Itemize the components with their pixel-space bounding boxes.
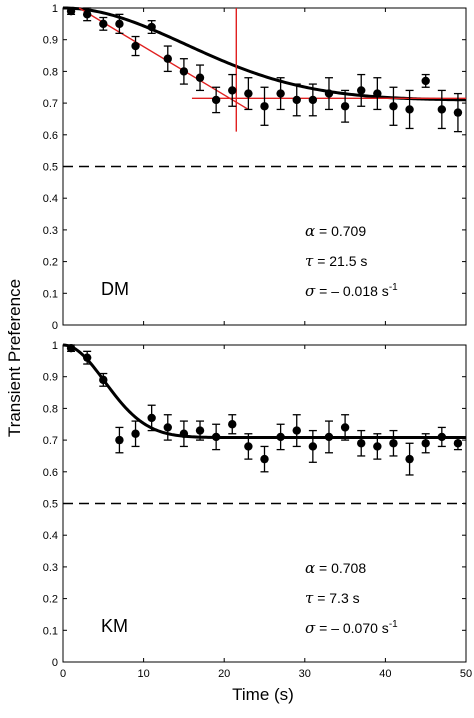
data-point bbox=[147, 413, 156, 423]
fit-parameter-label: τ = 7.3 s bbox=[305, 589, 360, 607]
x-tick-label: 30 bbox=[299, 668, 311, 680]
fit-parameter-label: τ = 21.5 s bbox=[305, 252, 367, 270]
data-point bbox=[340, 102, 350, 111]
y-tick-label: 0.2 bbox=[43, 257, 58, 269]
panel-label: DM bbox=[101, 279, 129, 299]
data-point bbox=[115, 19, 124, 29]
panel-km: 00.10.20.30.40.50.60.70.80.910 10 20 30 40 50… bbox=[43, 340, 472, 680]
data-point bbox=[228, 86, 237, 95]
y-tick-label: 1 bbox=[52, 340, 58, 352]
data-point bbox=[66, 6, 76, 16]
data-point bbox=[211, 432, 221, 442]
panel-label: KM bbox=[101, 616, 128, 636]
y-tick-label: 0.3 bbox=[43, 562, 58, 574]
y-tick-label: 0.4 bbox=[43, 530, 58, 542]
data-point bbox=[99, 19, 108, 29]
fit-parameter-label: σ = – 0.018 s-1 bbox=[305, 282, 398, 300]
data-point bbox=[437, 432, 447, 442]
y-tick-label: 0 bbox=[52, 657, 58, 669]
y-tick-label: 0 bbox=[52, 320, 58, 332]
y-tick-label: 0.6 bbox=[43, 467, 58, 479]
y-tick-label: 0.8 bbox=[43, 403, 58, 415]
data-point bbox=[453, 439, 463, 448]
data-point bbox=[131, 429, 140, 438]
data-point bbox=[147, 22, 156, 32]
y-tick-label: 0.6 bbox=[43, 130, 58, 142]
fit-curve bbox=[62, 343, 466, 440]
data-point bbox=[260, 454, 269, 464]
fit-parameter-label: α = 0.709 bbox=[305, 222, 366, 240]
data-point bbox=[421, 439, 430, 448]
data-point bbox=[260, 102, 269, 111]
y-tick-label: 0.1 bbox=[43, 625, 58, 637]
data-point bbox=[437, 105, 447, 114]
data-point bbox=[357, 439, 366, 448]
data-point bbox=[308, 442, 318, 451]
data-point bbox=[453, 108, 463, 117]
y-tick-label: 0.7 bbox=[43, 435, 58, 447]
data-point bbox=[244, 89, 253, 98]
y-tick-label: 1 bbox=[52, 3, 58, 15]
data-point bbox=[179, 67, 189, 76]
data-point bbox=[82, 10, 92, 19]
data-point bbox=[244, 442, 253, 451]
x-tick-label: 40 bbox=[379, 668, 391, 680]
fit-parameter-label: σ = – 0.070 s-1 bbox=[305, 619, 398, 637]
data-point bbox=[324, 89, 334, 98]
panel-dm: 0 0.1 0.2 0.3 0.4 0.5 0.6 0.7 0.8 0.9 1 DM α = 0.709… bbox=[43, 3, 467, 332]
y-tick-label: 0.9 bbox=[43, 372, 58, 384]
y-tick-label: 0.2 bbox=[43, 594, 58, 606]
y-tick-label: 0.8 bbox=[43, 66, 58, 78]
y-tick-label: 0.9 bbox=[43, 35, 58, 47]
data-point bbox=[82, 353, 92, 362]
x-axis-title: Time (s) bbox=[232, 685, 294, 704]
y-tick-label: 0.1 bbox=[43, 288, 58, 300]
data-point bbox=[163, 423, 172, 432]
y-axis-title: Transient Preference bbox=[5, 279, 24, 437]
data-point bbox=[179, 429, 189, 438]
y-tick-label: 0.5 bbox=[43, 162, 58, 174]
data-point bbox=[357, 86, 366, 95]
data-point bbox=[115, 435, 124, 445]
data-point bbox=[131, 41, 140, 51]
fit-curve bbox=[62, 6, 467, 102]
data-point bbox=[211, 95, 221, 105]
data-point bbox=[308, 95, 318, 105]
x-tick-label: 0 bbox=[60, 668, 66, 680]
data-point bbox=[324, 432, 334, 442]
data-point bbox=[276, 89, 285, 98]
data-point bbox=[373, 442, 382, 451]
data-point bbox=[292, 426, 301, 435]
data-point bbox=[373, 89, 382, 98]
data-point bbox=[405, 454, 414, 464]
data-point bbox=[163, 54, 172, 63]
x-tick-label: 50 bbox=[460, 668, 472, 680]
y-tick-label: 0.5 bbox=[43, 499, 58, 511]
data-point bbox=[228, 420, 237, 429]
x-tick-label: 20 bbox=[218, 668, 230, 680]
data-point bbox=[99, 375, 108, 385]
data-point bbox=[421, 76, 430, 86]
data-point bbox=[292, 95, 301, 105]
data-point bbox=[340, 423, 350, 432]
data-point bbox=[405, 105, 414, 114]
data-point bbox=[389, 102, 398, 111]
y-tick-label: 0.4 bbox=[43, 193, 58, 205]
x-tick-label: 10 bbox=[137, 668, 149, 680]
data-point bbox=[195, 73, 205, 82]
y-tick-label: 0.3 bbox=[43, 225, 58, 237]
data-point bbox=[66, 343, 76, 353]
fit-parameter-label: α = 0.708 bbox=[305, 559, 366, 577]
data-point bbox=[389, 439, 398, 448]
data-point bbox=[276, 432, 285, 442]
data-point bbox=[195, 426, 205, 435]
y-tick-label: 0.7 bbox=[43, 98, 58, 110]
